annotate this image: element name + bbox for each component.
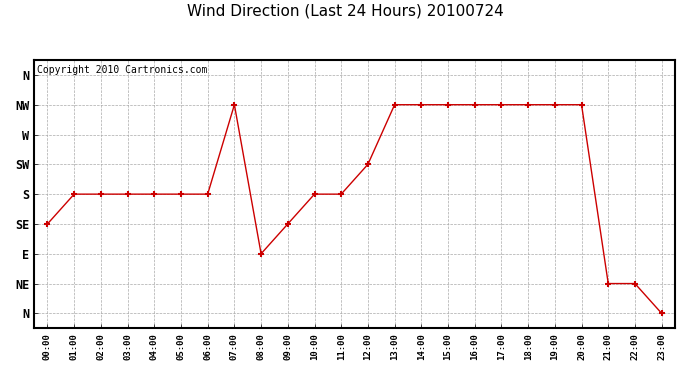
Text: Copyright 2010 Cartronics.com: Copyright 2010 Cartronics.com [37,65,208,75]
Text: Wind Direction (Last 24 Hours) 20100724: Wind Direction (Last 24 Hours) 20100724 [186,4,504,19]
